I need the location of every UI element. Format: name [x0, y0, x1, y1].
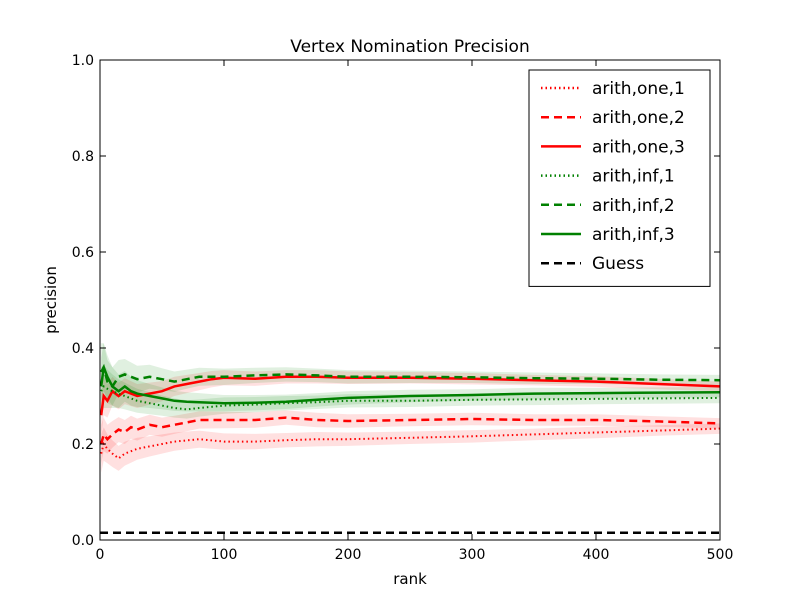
legend: arith,one,1 arith,one,2 arith,one,3 arith,i…	[528, 69, 711, 287]
chart-title: Vertex Nomination Precision	[290, 37, 529, 57]
series-line-2	[99, 375, 721, 416]
x-tick-label: 400	[583, 547, 610, 563]
band-series-0	[101, 423, 720, 473]
legend-label: arith,one,1	[592, 79, 685, 99]
band-series-4	[101, 343, 720, 406]
legend-label: arith,inf,2	[592, 196, 675, 216]
legend-box	[528, 69, 711, 287]
band-series-2	[101, 370, 720, 437]
x-tick-label: 0	[96, 547, 105, 563]
y-axis-ticks: 0.0 0.2 0.4 0.6 0.8 1.0	[72, 53, 720, 549]
band-series-3	[101, 364, 720, 419]
legend-label: arith,one,2	[592, 108, 685, 128]
series-line-3	[100, 384, 721, 411]
y-tick-label: 1.0	[72, 53, 94, 69]
series-line-4	[100, 363, 721, 389]
band-series-5	[101, 343, 720, 416]
plot-frame	[99, 59, 721, 541]
x-tick-label: 200	[335, 547, 362, 563]
series-line-0	[100, 427, 721, 460]
y-tick-label: 0.4	[72, 341, 94, 357]
y-axis-label: precision	[42, 266, 60, 334]
legend-label: Guess	[592, 254, 644, 274]
x-tick-label: 500	[707, 547, 734, 563]
y-tick-label: 0.2	[72, 437, 94, 453]
series-line-1	[99, 416, 721, 445]
series-line-5	[99, 366, 721, 405]
legend-label: arith,inf,3	[592, 225, 675, 245]
y-tick-label: 0.8	[72, 149, 94, 165]
x-tick-label: 300	[459, 547, 486, 563]
y-tick-label: 0.0	[72, 533, 94, 549]
legend-label: arith,inf,1	[592, 167, 675, 187]
x-axis-label: rank	[393, 570, 427, 588]
confidence-bands	[101, 343, 720, 473]
band-series-1	[101, 410, 720, 464]
legend-label: arith,one,3	[592, 137, 685, 157]
y-tick-label: 0.6	[72, 245, 94, 261]
series-lines	[99, 363, 721, 535]
x-tick-label: 100	[211, 547, 238, 563]
x-axis-ticks: 0 100 200 300 400 500	[96, 60, 734, 563]
